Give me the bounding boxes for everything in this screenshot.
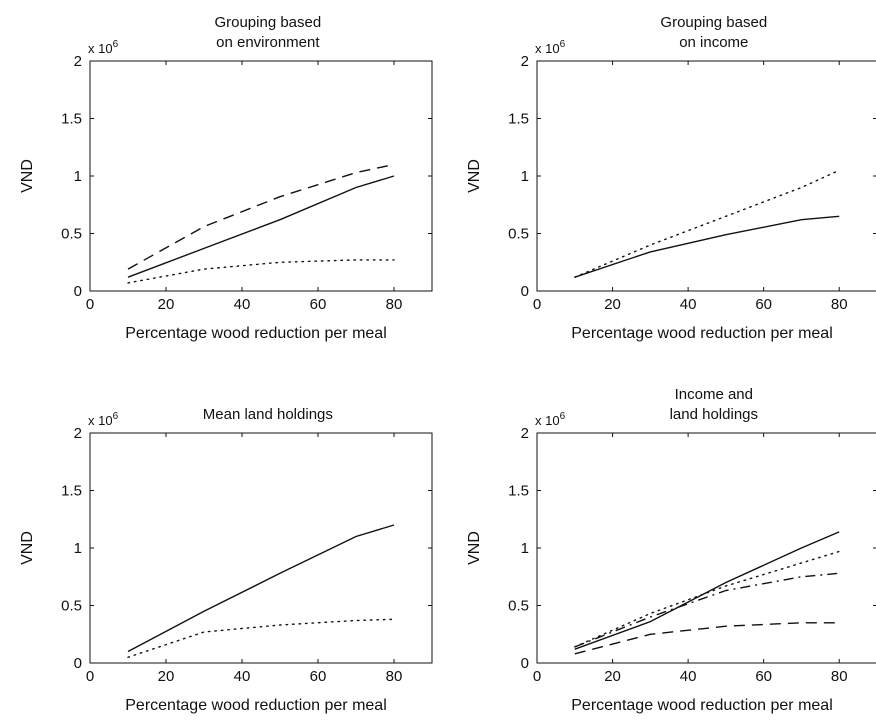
y-multiplier: x 106 xyxy=(88,39,119,56)
plot-area xyxy=(536,60,876,292)
panel-2: 0 20 40 60 80 0 0.5 1 1.5 2 x 106 Grouping based on … xyxy=(466,14,876,342)
y-tick-label: 1 xyxy=(521,168,529,185)
x-axis-label: Percentage wood reduction per meal xyxy=(125,325,387,342)
x-tick-label: 0 xyxy=(533,296,541,313)
series-line-dotted xyxy=(127,618,395,658)
y-tick-label: 0.5 xyxy=(61,226,82,243)
x-tick-label: 20 xyxy=(158,296,175,313)
x-axis-label: Percentage wood reduction per meal xyxy=(571,325,833,342)
x-tick-label: 20 xyxy=(604,668,621,685)
chart-title: Grouping based xyxy=(660,14,767,31)
panel-1: 0 20 40 60 80 0 0.5 1 1.5 2 x 106 Grouping based on … xyxy=(19,14,433,342)
chart-title: on income xyxy=(679,34,748,51)
x-tick-label: 40 xyxy=(234,296,251,313)
y-tick-label: 1 xyxy=(74,540,82,557)
y-tick-label: 0 xyxy=(74,283,82,300)
x-tick-label: 0 xyxy=(86,668,94,685)
x-tick-label: 60 xyxy=(755,668,772,685)
series-line-dotted xyxy=(574,169,840,278)
y-axis-label: VND xyxy=(466,159,483,193)
x-tick-label: 40 xyxy=(680,296,697,313)
y-tick-label: 0.5 xyxy=(508,226,529,243)
y-axis-label: VND xyxy=(466,531,483,565)
x-tick-label: 20 xyxy=(604,296,621,313)
y-axis-label: VND xyxy=(19,531,36,565)
y-tick-label: 1.5 xyxy=(61,111,82,128)
y-tick-label: 1.5 xyxy=(508,483,529,500)
x-tick-label: 60 xyxy=(310,296,327,313)
x-tick-label: 20 xyxy=(158,668,175,685)
plot-area xyxy=(89,432,433,664)
series-line-dotted xyxy=(574,550,840,648)
y-tick-label: 0 xyxy=(521,655,529,672)
x-axis-label: Percentage wood reduction per meal xyxy=(125,697,387,714)
y-multiplier: x 106 xyxy=(535,411,566,428)
y-multiplier: x 106 xyxy=(535,39,566,56)
y-tick-label: 2 xyxy=(521,425,529,442)
x-tick-label: 40 xyxy=(234,668,251,685)
series-line-solid xyxy=(574,531,840,650)
x-tick-label: 80 xyxy=(831,296,848,313)
series-line-solid xyxy=(127,524,395,653)
y-tick-label: 1 xyxy=(521,540,529,557)
x-tick-label: 80 xyxy=(386,668,403,685)
y-multiplier-exponent: 6 xyxy=(560,411,566,422)
y-multiplier: x 106 xyxy=(88,411,119,428)
series-line-dashed xyxy=(127,163,395,270)
x-axis-label: Percentage wood reduction per meal xyxy=(571,697,833,714)
y-tick-label: 0.5 xyxy=(61,598,82,615)
y-tick-label: 1.5 xyxy=(508,111,529,128)
chart-title: land holdings xyxy=(670,406,758,423)
series-line-solid xyxy=(574,215,840,278)
y-tick-label: 2 xyxy=(74,53,82,70)
x-tick-label: 80 xyxy=(386,296,403,313)
y-tick-label: 2 xyxy=(74,425,82,442)
x-tick-label: 40 xyxy=(680,668,697,685)
x-tick-label: 0 xyxy=(533,668,541,685)
y-tick-label: 2 xyxy=(521,53,529,70)
chart-title: Mean land holdings xyxy=(203,406,333,423)
y-tick-label: 1.5 xyxy=(61,483,82,500)
y-multiplier-exponent: 6 xyxy=(560,39,566,50)
y-tick-label: 0.5 xyxy=(508,598,529,615)
chart-title: Income and xyxy=(675,386,753,403)
panel-3: 0 20 40 60 80 0 0.5 1 1.5 2 x 106 Mean land holding… xyxy=(19,406,433,714)
series-line-dashdot xyxy=(574,572,840,648)
series-line-solid xyxy=(127,175,395,278)
chart-title: Grouping based xyxy=(214,14,321,31)
plot-area xyxy=(89,60,433,292)
y-tick-label: 0 xyxy=(521,283,529,300)
y-multiplier-exponent: 6 xyxy=(113,39,119,50)
series-line-dashed xyxy=(574,622,840,655)
y-tick-label: 0 xyxy=(74,655,82,672)
chart-title: on environment xyxy=(216,34,320,51)
x-tick-label: 80 xyxy=(831,668,848,685)
y-axis-label: VND xyxy=(19,159,36,193)
series-line-dotted xyxy=(127,259,395,284)
panel-4: 0 20 40 60 80 0 0.5 1 1.5 2 x 106 Income and land ho… xyxy=(466,386,876,714)
y-multiplier-exponent: 6 xyxy=(113,411,119,422)
x-tick-label: 0 xyxy=(86,296,94,313)
y-tick-label: 1 xyxy=(74,168,82,185)
x-tick-label: 60 xyxy=(755,296,772,313)
x-tick-label: 60 xyxy=(310,668,327,685)
